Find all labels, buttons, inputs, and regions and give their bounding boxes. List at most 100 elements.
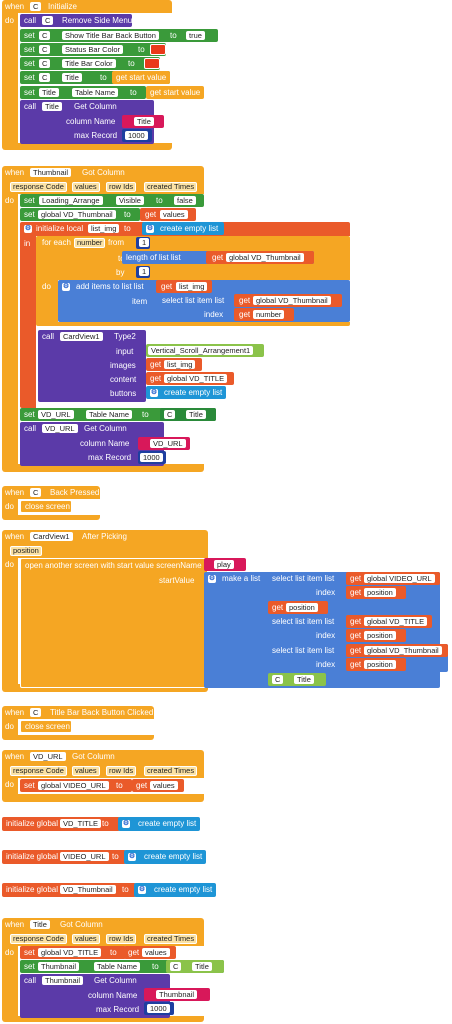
boolean-dropdown[interactable]: true [186,31,205,40]
global-name[interactable]: VD_Thumbnail [60,885,116,894]
color-swatch[interactable] [150,44,166,55]
set-show-title-back[interactable]: set C Show Title Bar Back Button to true [20,29,218,42]
variable-dropdown[interactable]: global VD_Thumbnail [253,296,331,305]
component-dropdown[interactable]: C [39,59,51,68]
number-literal[interactable]: 1000 [122,129,152,142]
variable-dropdown[interactable]: global VD_Thumbnail [226,253,304,262]
property-dropdown[interactable]: Table Name [72,88,119,97]
local-name[interactable]: list_img [88,224,120,233]
get-list-img-2[interactable]: get list_img [146,358,202,371]
init-global-vd-thumbnail[interactable]: initialize global VD_Thumbnail to [2,883,136,897]
text-literal[interactable]: Title [122,115,164,128]
component-dropdown[interactable]: Loading_Arrange [39,196,103,205]
text-literal-3[interactable]: Thumbnail [144,988,210,1001]
param-response-code[interactable]: response Code [10,182,67,192]
get-values[interactable]: get values [140,208,196,221]
get-global-vd-thumbnail-2[interactable]: get global VD_Thumbnail [234,294,342,307]
number-value[interactable]: 1 [139,267,150,276]
variable-dropdown[interactable]: position [364,631,396,640]
get-number[interactable]: get number [234,308,294,321]
number-value[interactable]: 1000 [140,453,163,462]
global-name[interactable]: VIDEO_URL [60,852,109,861]
variable-dropdown[interactable]: values [150,781,178,790]
set-global-vd-thumbnail[interactable]: set global VD_Thumbnail to [20,208,140,221]
component-dropdown[interactable]: Title [39,88,59,97]
component-dropdown[interactable]: Title [42,102,62,111]
set-global-vd-title[interactable]: set global VD_TITLE to [20,946,126,959]
gear-icon[interactable]: ⚙ [24,225,32,233]
param-created-times[interactable]: created Times [144,766,198,776]
gear-icon[interactable]: ⚙ [122,820,130,828]
loop-variable[interactable]: number [74,238,106,248]
gear-icon[interactable]: ⚙ [138,886,146,894]
variable-dropdown[interactable]: global VD_Thumbnail [364,646,442,655]
variable-dropdown[interactable]: global VD_TITLE [364,617,428,626]
property-dropdown[interactable]: Title Bar Color [62,59,116,68]
component-c-title-3[interactable]: C Title [166,960,224,973]
text-value[interactable]: Thumbnail [156,990,198,999]
get-global-vd-thumbnail[interactable]: get global VD_Thumbnail [206,251,314,264]
param-created-times[interactable]: created Times [144,934,198,944]
get-position-2[interactable]: get position [268,601,328,614]
component-dropdown[interactable]: C [30,488,42,497]
event-block-vd-url-got-column[interactable]: when VD_URL Got Column response Code val… [2,750,204,802]
param-row-ids[interactable]: row Ids [106,934,137,944]
param-response-code[interactable]: response Code [10,934,67,944]
call-remove-side-menu[interactable]: call C Remove Side Menu [20,14,132,27]
get-position-4[interactable]: get position [346,658,406,671]
component-dropdown[interactable]: C [170,962,182,971]
variable-dropdown[interactable]: values [160,210,188,219]
component-dropdown[interactable]: VD_URL [42,424,78,433]
text-play[interactable]: play [204,558,246,571]
component-dropdown[interactable]: C [39,45,51,54]
component-dropdown[interactable]: CardView1 [30,532,73,541]
get-position-3[interactable]: get position [346,629,406,642]
property-dropdown[interactable]: Title [186,410,206,419]
property-dropdown[interactable]: Title [294,675,314,684]
gear-icon[interactable]: ⚙ [62,283,70,291]
global-empty-list-3[interactable]: ⚙ create empty list [134,883,216,897]
component-dropdown[interactable]: C [164,410,176,419]
number-value[interactable]: 1 [139,238,150,247]
gear-icon[interactable]: ⚙ [128,853,136,861]
set-status-bar-color[interactable]: set C Status Bar Color to [20,43,166,56]
component-dropdown[interactable]: Thumbnail [30,168,72,177]
text-value[interactable]: Title [134,117,154,126]
init-global-video-url[interactable]: initialize global VIDEO_URL to [2,850,126,864]
gear-icon[interactable]: ⚙ [146,225,154,233]
close-screen-2[interactable]: close screen [20,720,72,733]
text-value[interactable]: play [214,560,234,569]
global-name[interactable]: VD_TITLE [60,819,102,828]
number-from[interactable]: 1 [136,237,150,249]
open-another-screen[interactable]: open another screen with start value scr… [20,558,208,688]
set-title-table-name[interactable]: set Title Table Name to [20,86,146,99]
color-swatch[interactable] [144,58,160,69]
variable-dropdown[interactable]: position [364,660,396,669]
get-start-value[interactable]: get start value [112,71,170,84]
text-value[interactable]: VD_URL [150,439,186,448]
boolean-dropdown[interactable]: false [174,196,196,205]
variable-dropdown[interactable]: global VD_Thumbnail [38,210,116,219]
param-values[interactable]: values [72,766,100,776]
get-values-2[interactable]: get values [132,779,184,792]
gear-icon[interactable]: ⚙ [150,389,158,397]
component-c-title[interactable]: C Title [160,408,216,421]
component-dropdown[interactable]: Title [30,920,50,929]
gear-icon[interactable]: ⚙ [208,575,216,583]
get-start-value-2[interactable]: get start value [146,86,204,99]
component-dropdown[interactable]: C [42,16,54,25]
variable-dropdown[interactable]: global VIDEO_URL [38,781,109,790]
param-values[interactable]: values [72,182,100,192]
variable-dropdown[interactable]: global VD_TITLE [38,948,102,957]
property-dropdown[interactable]: Title [192,962,212,971]
init-global-vd-title[interactable]: initialize global VD_TITLE to [2,817,120,831]
variable-dropdown[interactable]: values [142,948,170,957]
get-global-vd-thumbnail-3[interactable]: get global VD_Thumbnail [346,644,448,657]
component-dropdown[interactable]: VD_URL [38,410,74,419]
variable-dropdown[interactable]: list_img [164,360,196,369]
get-values-3[interactable]: get values [124,946,176,959]
create-empty-list-2[interactable]: ⚙ create empty list [146,386,226,399]
number-literal-2[interactable]: 1000 [138,451,166,464]
component-dropdown[interactable]: C [30,2,42,11]
param-created-times[interactable]: created Times [144,182,198,192]
